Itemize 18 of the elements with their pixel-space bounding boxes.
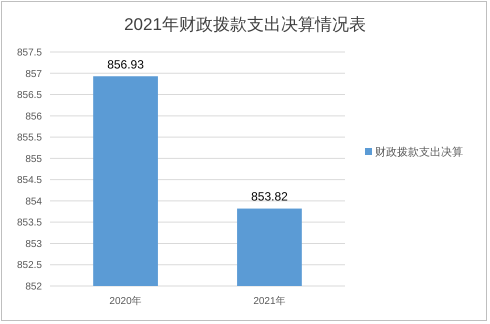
- legend-label: 财政拨款支出决算: [375, 145, 463, 158]
- y-tick-label: 853.5: [16, 218, 42, 229]
- y-tick-label: 853: [25, 238, 42, 250]
- chart-title: 2021年财政拨款支出决算情况表: [124, 15, 366, 34]
- x-tick-label: 2020年: [109, 295, 142, 307]
- y-tick-label: 856: [25, 111, 42, 122]
- y-tick-label: 852: [25, 282, 42, 292]
- y-tick-label: 852.5: [16, 260, 42, 272]
- y-tick-label: 857: [25, 68, 42, 80]
- y-tick-label: 854: [25, 196, 42, 208]
- y-tick-label: 856.5: [16, 90, 42, 102]
- y-tick-label: 855: [25, 154, 42, 165]
- y-tick-label: 857.5: [16, 48, 42, 58]
- data-label: 853.82: [251, 190, 288, 204]
- data-label: 856.93: [107, 57, 144, 72]
- y-tick-label: 854.5: [16, 175, 42, 186]
- y-tick-label: 855.5: [16, 132, 42, 144]
- x-tick-label: 2021年: [253, 295, 286, 307]
